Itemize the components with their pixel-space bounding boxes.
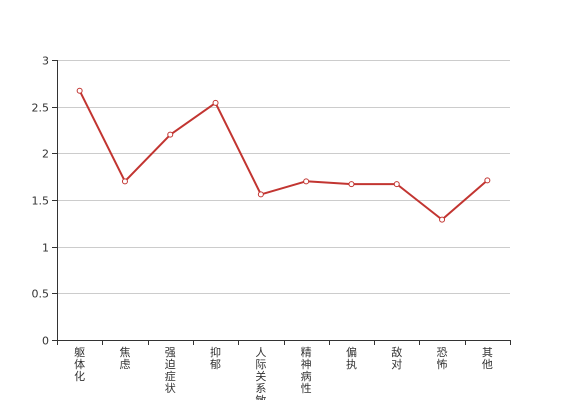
- y-tick-label: 2: [42, 148, 49, 161]
- y-tick-label: 0: [42, 335, 49, 348]
- y-tick-label: 3: [42, 55, 49, 68]
- x-tick-label: 敌对: [391, 345, 402, 371]
- x-tick-label: 抑郁: [210, 345, 221, 371]
- y-tick-label: 1.5: [32, 195, 50, 208]
- x-tick-label: 精神病性: [301, 346, 312, 395]
- grid-lines: [57, 60, 510, 294]
- series-layer: [76, 87, 491, 223]
- data-point[interactable]: [76, 87, 83, 94]
- x-axis-ticks: 躯体化 焦虑 强迫症状 抑郁 人际关系敏感 精神病性 偏执 敌对 恐怖 其他: [57, 340, 511, 400]
- y-axis-ticks: 0 0.5 1 1.5 2 2.5 3: [32, 55, 57, 348]
- data-point[interactable]: [121, 178, 128, 185]
- x-tick-label: 恐怖: [437, 346, 448, 371]
- axes: [57, 60, 510, 341]
- x-tick-label: 偏执: [346, 345, 357, 371]
- series-line: [78, 90, 488, 221]
- data-point[interactable]: [484, 177, 491, 184]
- y-tick-label: 1: [42, 242, 49, 255]
- y-tick-label: 2.5: [32, 102, 50, 115]
- data-point[interactable]: [257, 191, 264, 198]
- data-point[interactable]: [212, 99, 219, 106]
- data-point[interactable]: [393, 181, 400, 188]
- data-point[interactable]: [439, 216, 446, 223]
- x-tick-label: 人际关系敏感: [255, 346, 266, 400]
- x-tick-label: 焦虑: [119, 346, 130, 371]
- data-point[interactable]: [167, 131, 174, 138]
- data-point[interactable]: [303, 178, 310, 185]
- x-tick-label: 其他: [482, 346, 493, 371]
- x-tick-label: 躯体化: [74, 346, 85, 383]
- x-tick-label: 强迫症状: [165, 346, 176, 395]
- data-point[interactable]: [348, 181, 355, 188]
- y-tick-label: 0.5: [32, 288, 50, 301]
